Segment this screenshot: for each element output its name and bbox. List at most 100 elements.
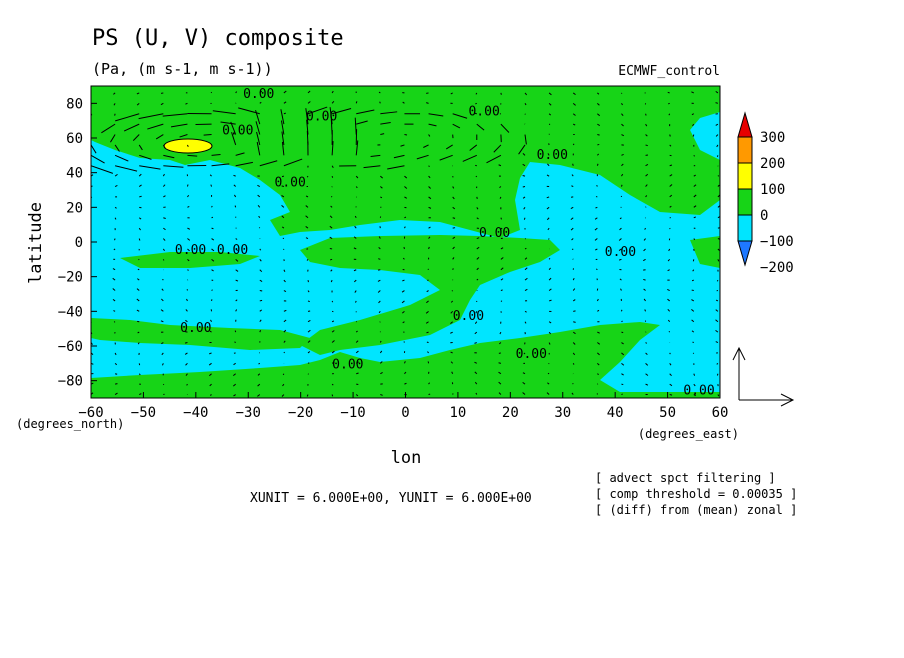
wind-arrow <box>187 384 188 385</box>
wind-arrow <box>284 113 286 114</box>
wind-arrow <box>668 103 669 104</box>
wind-arrow <box>621 394 622 395</box>
x-tick-label: −40 <box>183 405 208 421</box>
wind-arrow <box>693 353 694 354</box>
wind-arrow <box>525 248 526 249</box>
wind-arrow <box>668 92 670 93</box>
chart-subtitle: (Pa, (m s-1, m s-1)) <box>92 60 273 78</box>
wind-arrow <box>452 291 453 292</box>
wind-arrow <box>669 114 670 115</box>
wind-arrow <box>404 217 406 218</box>
dataset-label: ECMWF_control <box>618 64 720 79</box>
unit-note: XUNIT = 6.000E+00, YUNIT = 6.000E+00 <box>250 491 532 506</box>
wind-arrow <box>670 135 671 137</box>
wind-arrow <box>597 164 598 166</box>
wind-arrow <box>204 135 212 136</box>
wind-arrow <box>259 363 260 364</box>
colorbar-swatch <box>738 189 752 215</box>
x-tick-label: 50 <box>659 405 676 421</box>
wind-arrow <box>283 374 284 375</box>
contour-label: 0.00 <box>516 347 547 362</box>
wind-arrow <box>380 341 381 342</box>
wind-arrow <box>596 269 597 270</box>
wind-arrow <box>163 259 164 260</box>
wind-arrow <box>163 384 164 385</box>
y-tick-label: 60 <box>66 131 83 147</box>
wind-arrow <box>139 239 140 241</box>
wind-arrow <box>138 269 139 270</box>
wind-arrow <box>187 185 188 187</box>
y-tick-label: −40 <box>58 304 83 320</box>
contour-label: 0.00 <box>468 104 499 119</box>
contour-label: 0.00 <box>217 243 248 258</box>
note-1: [ advect spct filtering ] <box>595 471 776 485</box>
x-tick-label: 20 <box>502 405 519 421</box>
wind-arrow <box>356 101 357 103</box>
wind-arrow <box>138 332 140 333</box>
wind-arrow <box>717 155 718 156</box>
wind-arrow <box>717 374 718 376</box>
colorbar-tick-label: 0 <box>760 208 768 224</box>
wind-arrow <box>211 185 212 187</box>
x-tick-label: 10 <box>449 405 466 421</box>
wind-arrow <box>426 103 428 104</box>
contour-label: 0.00 <box>479 226 510 241</box>
x-unit-label: (degrees_east) <box>638 427 739 441</box>
wind-arrow <box>284 352 285 353</box>
x-tick-label: −20 <box>288 405 313 421</box>
wind-arrow <box>621 185 622 187</box>
colorbar-swatch <box>738 163 752 189</box>
wind-arrow <box>356 373 358 374</box>
wind-arrow <box>669 331 670 332</box>
x-tick-label: −30 <box>236 405 261 421</box>
x-axis-title: lon <box>391 448 422 468</box>
wind-arrow <box>162 279 163 280</box>
contour-label: 0.00 <box>180 321 211 336</box>
contour-label: 0.00 <box>275 176 306 191</box>
wind-arrow <box>260 300 262 301</box>
wind-arrow <box>573 383 574 384</box>
x-tick-label: 40 <box>607 405 624 421</box>
wind-arrow <box>404 247 405 249</box>
wind-arrow <box>115 384 117 385</box>
wind-arrow <box>355 301 356 303</box>
wind-arrow <box>646 343 647 344</box>
y-tick-label: −80 <box>58 374 83 390</box>
colorbar-swatch <box>738 215 752 241</box>
wind-arrow <box>332 176 333 178</box>
colorbar-swatch-min <box>738 241 752 265</box>
wind-arrow <box>308 301 310 302</box>
colorbar-tick-label: 300 <box>760 130 785 146</box>
wind-arrow <box>187 270 188 271</box>
colorbar-swatch-max <box>738 113 752 137</box>
wind-arrow <box>572 249 573 250</box>
colorbar-tick-label: 200 <box>760 156 785 172</box>
wind-arrow <box>501 218 502 220</box>
x-tick-label: −10 <box>340 405 365 421</box>
colorbar-tick-label: 100 <box>760 182 785 198</box>
wind-arrow <box>573 144 574 145</box>
wind-arrow <box>716 103 718 104</box>
y-tick-label: −60 <box>58 339 83 355</box>
colorbar-swatch <box>738 137 752 163</box>
contour-label: 0.00 <box>243 87 274 102</box>
wind-arrow <box>453 268 454 269</box>
y-axis-title: latitude <box>26 202 46 284</box>
wind-arrow <box>476 176 477 177</box>
contour-label: 0.00 <box>306 110 337 125</box>
wind-arrow <box>139 196 141 197</box>
wind-arrow <box>499 363 501 364</box>
wind-arrow <box>428 269 429 270</box>
y-tick-label: 80 <box>66 96 83 112</box>
wind-arrow <box>597 185 598 186</box>
note-3: [ (diff) from (mean) zonal ] <box>595 503 797 517</box>
wind-arrow <box>115 374 117 375</box>
wind-arrow <box>138 259 139 260</box>
x-tick-label: 0 <box>401 405 409 421</box>
wind-arrow <box>235 206 236 208</box>
wind-arrow <box>597 374 598 375</box>
wind-arrow <box>212 290 213 291</box>
wind-arrow <box>523 176 525 177</box>
